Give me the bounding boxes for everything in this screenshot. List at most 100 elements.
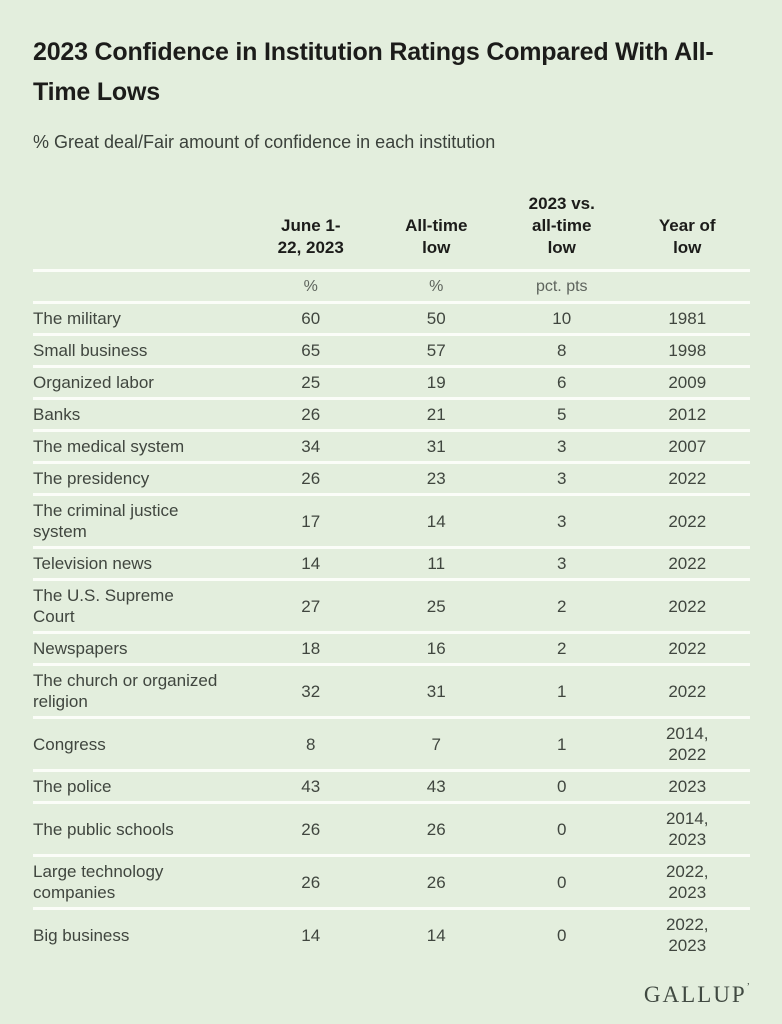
institution-label: Congress [33,734,106,754]
current-value-cell: 65 [301,341,321,360]
institution-cell: The police [33,776,248,797]
difference-cell: 10 [552,309,572,328]
institution-cell: Banks [33,404,248,425]
current-value-cell: 18 [301,639,321,658]
institution-label: Big business [33,925,130,945]
current-value-cell: 26 [301,405,321,424]
trademark-mark: ’ [746,982,750,993]
institution-label: The church or organized religion [33,671,218,711]
year-of-low-cell: 2022 [668,681,707,701]
current-value-cell: 14 [301,925,321,945]
institution-cell: The criminal justice system [33,500,248,542]
institution-label: The U.S. Supreme Court [33,586,174,626]
table-row: Small business 65 57 8 1998 [33,333,750,365]
difference-cell: 0 [557,872,567,892]
all-time-low-cell: 16 [426,639,446,658]
difference-cell: 8 [557,341,567,360]
all-time-low-cell: 11 [427,554,446,573]
institution-label: The public schools [33,819,174,839]
institution-label: The criminal justice system [33,501,179,541]
institution-label: The police [33,777,112,796]
year-of-low-cell: 2022, 2023 [665,862,709,902]
year-of-low-cell: 2022 [668,511,707,531]
year-of-low-cell: 1981 [668,309,707,328]
institution-cell: Congress [33,734,248,755]
current-value-cell: 60 [301,309,321,328]
institution-label: Organized labor [33,373,154,392]
year-of-low-cell: 2022 [668,469,707,488]
confidence-table: June 1- 22, 2023 All-time low 2023 vs. a… [33,193,750,960]
difference-cell: 3 [557,437,567,456]
current-value-cell: 34 [301,437,321,456]
page-subtitle: % Great deal/Fair amount of confidence i… [33,132,496,152]
header-all-time-low: All-time low [405,216,468,257]
institution-cell: Organized labor [33,372,248,393]
year-of-low-cell: 2007 [668,437,707,456]
all-time-low-cell: 50 [426,309,446,328]
institution-cell: Television news [33,553,248,574]
year-of-low-cell: 1998 [668,341,707,360]
institution-label: The medical system [33,437,185,456]
unit-all-time-low: % [429,278,444,295]
current-value-cell: 26 [301,872,321,892]
page-title: 2023 Confidence in Institution Ratings C… [33,38,714,106]
table-row: Banks 26 21 5 2012 [33,397,750,429]
institution-label: Large technology companies [33,862,164,902]
year-of-low-cell: 2022 [668,639,707,658]
table-row: Large technology companies 26 26 0 2022, 202… [33,854,750,907]
all-time-low-cell: 26 [426,819,446,839]
header-june-2023: June 1- 22, 2023 [277,216,344,257]
institution-cell: Big business [33,925,248,946]
institution-cell: Large technology companies [33,861,248,903]
table-row: The criminal justice system 17 14 3 2022 [33,493,750,546]
year-of-low-cell: 2012 [668,405,707,424]
institution-label: The presidency [33,469,150,488]
all-time-low-cell: 57 [426,341,446,360]
current-value-cell: 25 [301,373,321,392]
current-value-cell: 27 [301,596,321,616]
unit-2023-vs-all-time-low: pct. pts [535,278,588,295]
difference-cell: 1 [557,734,567,754]
year-of-low-cell: 2014, 2023 [665,809,709,849]
table-row: Big business 14 14 0 2022, 2023 [33,907,750,960]
current-value-cell: 26 [301,819,321,839]
institution-label: Banks [33,405,81,424]
all-time-low-cell: 21 [426,405,446,424]
difference-cell: 6 [557,373,567,392]
institution-cell: The church or organized religion [33,670,248,712]
all-time-low-cell: 26 [426,872,446,892]
difference-cell: 2 [557,596,567,616]
gallup-logo: GALLUP’ [644,982,750,1007]
table-row: Television news 14 11 3 2022 [33,546,750,578]
all-time-low-cell: 43 [426,777,446,796]
unit-june-2023: % [303,278,318,295]
header-year-of-low: Year of low [658,216,716,257]
header-2023-vs-all-time-low: 2023 vs. all-time low [528,194,595,257]
institution-label: The military [33,309,121,328]
current-value-cell: 17 [301,511,321,531]
table-header-row: June 1- 22, 2023 All-time low 2023 vs. a… [33,193,750,269]
year-of-low-cell: 2022 [668,596,707,616]
difference-cell: 3 [557,554,567,573]
all-time-low-cell: 14 [426,511,446,531]
current-value-cell: 43 [301,777,321,796]
institution-cell: Small business [33,340,248,361]
table-units-row: % % pct. pts [33,269,750,301]
table-body: The military 60 50 10 1981 Small business 65 57… [33,301,750,960]
all-time-low-cell: 31 [426,437,446,456]
institution-label: Newspapers [33,639,128,658]
year-of-low-cell: 2022, 2023 [665,915,709,955]
difference-cell: 3 [557,511,567,531]
year-of-low-cell: 2022 [668,554,707,573]
current-value-cell: 32 [301,681,321,701]
table-row: The presidency 26 23 3 2022 [33,461,750,493]
current-value-cell: 26 [301,469,321,488]
all-time-low-cell: 19 [426,373,446,392]
institution-label: Television news [33,554,153,573]
difference-cell: 3 [557,469,567,488]
institution-cell: The medical system [33,436,248,457]
difference-cell: 1 [557,681,567,701]
difference-cell: 2 [557,639,567,658]
all-time-low-cell: 31 [426,681,446,701]
